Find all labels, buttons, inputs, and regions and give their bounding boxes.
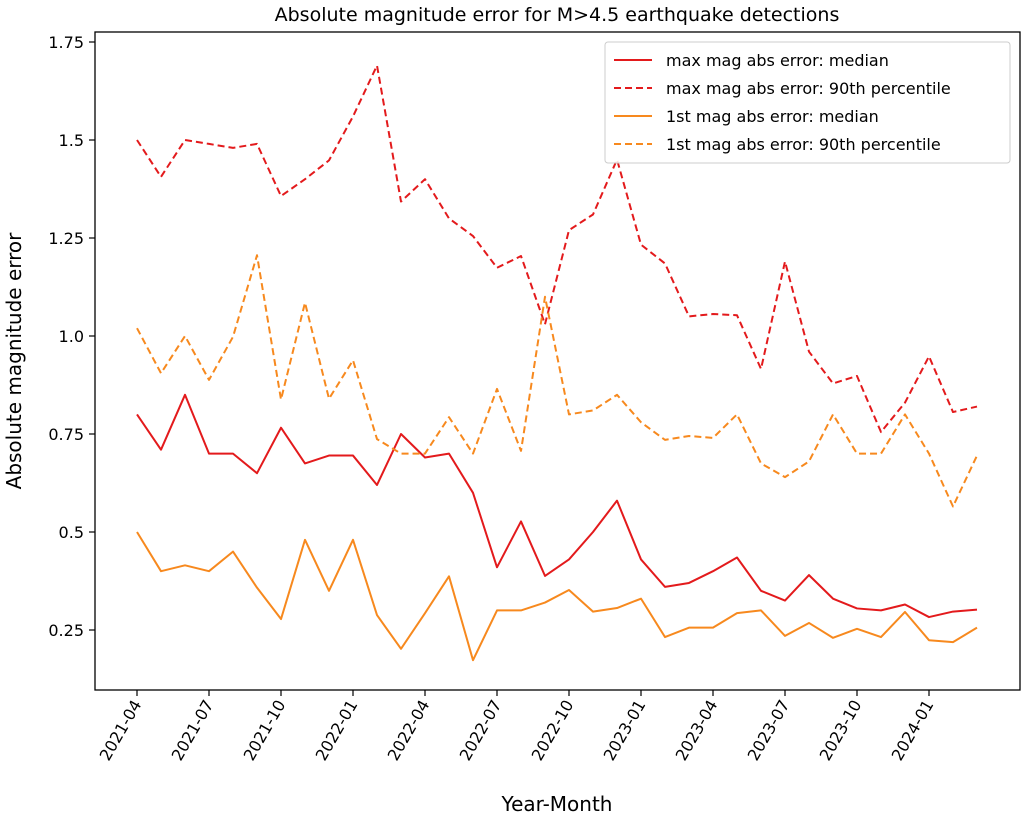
series-line-3 bbox=[136, 254, 978, 508]
x-tick-label: 2022-01 bbox=[312, 697, 362, 764]
legend-label: max mag abs error: median bbox=[666, 51, 889, 70]
x-tick-label: 2023-01 bbox=[600, 697, 650, 764]
y-tick-label: 0.5 bbox=[59, 523, 84, 542]
x-tick-label: 2021-07 bbox=[168, 697, 218, 764]
x-tick-label: 2024-01 bbox=[888, 697, 938, 764]
legend: max mag abs error: median max mag abs err… bbox=[604, 41, 1011, 164]
x-tick-label: 2022-04 bbox=[384, 697, 434, 764]
x-tick-label: 2023-10 bbox=[816, 697, 866, 764]
x-tick-label: 2022-07 bbox=[456, 697, 506, 764]
legend-frame bbox=[604, 41, 1011, 164]
series-line-1 bbox=[136, 64, 978, 434]
legend-label: 1st mag abs error: median bbox=[666, 107, 879, 126]
plot-frame bbox=[94, 31, 1021, 691]
x-tick-label: 2021-10 bbox=[240, 697, 290, 764]
x-axis-label: Year-Month bbox=[501, 792, 613, 816]
legend-label: max mag abs error: 90th percentile bbox=[666, 79, 951, 98]
x-tick-label: 2023-04 bbox=[672, 697, 722, 764]
x-tick-label: 2021-04 bbox=[96, 697, 146, 764]
x-tick-label: 2022-10 bbox=[528, 697, 578, 764]
legend-label: 1st mag abs error: 90th percentile bbox=[666, 135, 941, 154]
y-tick-label: 1.25 bbox=[48, 229, 84, 248]
series-line-2 bbox=[136, 531, 978, 662]
series-line-0 bbox=[136, 393, 978, 619]
y-tick-label: 1.5 bbox=[59, 131, 84, 150]
y-tick-label: 1.0 bbox=[59, 327, 84, 346]
y-tick-label: 0.25 bbox=[48, 621, 84, 640]
y-tick-label: 0.75 bbox=[48, 425, 84, 444]
y-tick-label: 1.75 bbox=[48, 33, 84, 52]
chart-title: Absolute magnitude error for M>4.5 earth… bbox=[275, 4, 840, 26]
y-axis-label: Absolute magnitude error bbox=[2, 232, 26, 490]
x-tick-label: 2023-07 bbox=[744, 697, 794, 764]
